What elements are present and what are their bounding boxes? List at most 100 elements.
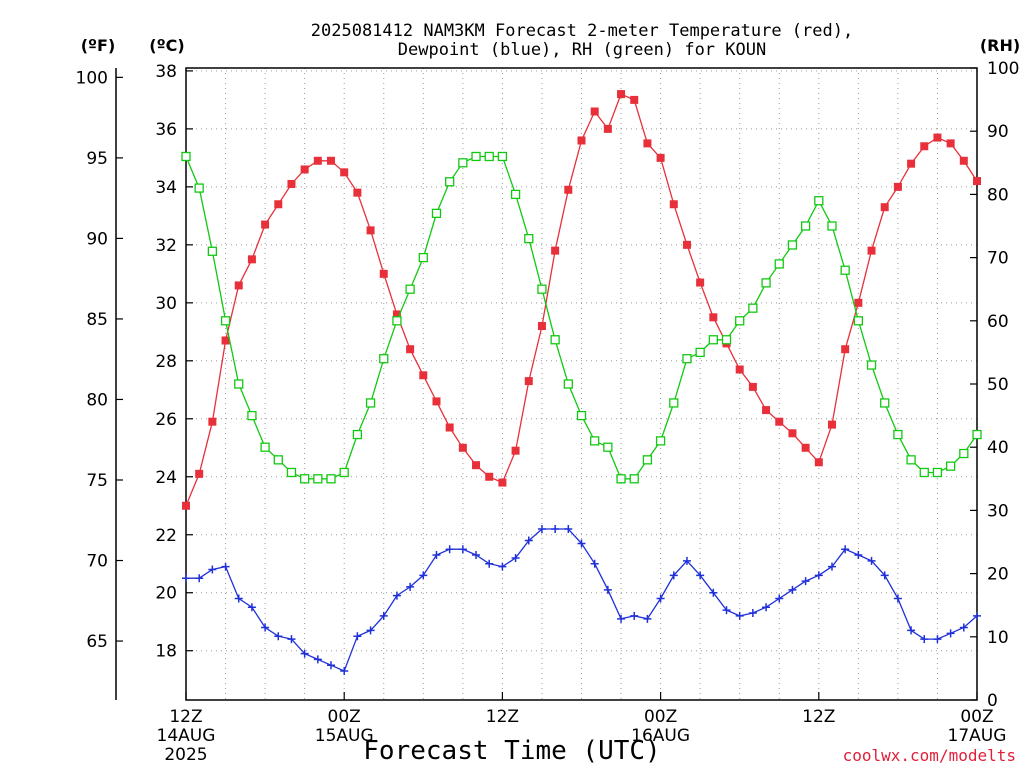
data-point-dewpoint [379, 611, 388, 620]
data-point-dewpoint [182, 574, 190, 583]
data-point-dewpoint [511, 553, 520, 562]
fahrenheit-tick-label: 85 [86, 310, 108, 330]
data-point-dewpoint [485, 559, 494, 568]
data-point-temperature [867, 246, 876, 255]
data-point-rh [392, 316, 402, 326]
data-point-temperature [801, 443, 810, 452]
data-point-dewpoint [933, 635, 942, 644]
data-point-dewpoint [946, 629, 955, 638]
series-layer [181, 90, 982, 676]
data-point-rh [959, 448, 969, 459]
data-point-rh [550, 335, 560, 345]
data-point-dewpoint [247, 603, 256, 612]
data-point-dewpoint [313, 655, 322, 664]
data-point-rh [721, 335, 732, 345]
data-point-rh [418, 252, 428, 263]
data-point-dewpoint [920, 635, 929, 644]
data-point-temperature [669, 200, 678, 209]
data-point-rh [827, 221, 837, 231]
data-point-rh [814, 196, 824, 206]
data-point-rh [313, 474, 323, 484]
data-point-dewpoint [590, 559, 599, 568]
x-tick-label: 00Z [644, 707, 677, 727]
data-point-temperature [696, 278, 705, 287]
data-point-rh [655, 436, 666, 446]
data-point-temperature [432, 397, 441, 406]
data-point-rh [365, 398, 376, 408]
rh-tick-label: 70 [987, 249, 1009, 269]
data-point-dewpoint [419, 571, 428, 580]
data-point-rh [945, 461, 956, 471]
data-point-rh [458, 158, 468, 168]
data-point-temperature [208, 417, 217, 426]
data-point-dewpoint [801, 577, 810, 586]
data-point-rh [787, 240, 798, 250]
data-point-dewpoint [340, 667, 349, 676]
data-point-rh [603, 442, 613, 452]
series-temperature [182, 90, 981, 510]
data-point-dewpoint [406, 582, 415, 591]
data-point-temperature [458, 443, 467, 452]
unit-fahrenheit: (ºF) [81, 36, 116, 55]
data-point-dewpoint [814, 571, 823, 580]
data-point-dewpoint [959, 623, 968, 632]
data-point-dewpoint [603, 585, 612, 594]
data-point-rh [181, 151, 191, 162]
data-point-dewpoint [775, 594, 784, 603]
rh-tick-label: 60 [987, 312, 1009, 332]
celsius-tick-label: 24 [155, 468, 177, 488]
data-point-temperature [485, 472, 494, 481]
data-point-rh [761, 278, 771, 288]
data-point-temperature [300, 165, 309, 174]
data-point-temperature [788, 429, 797, 438]
data-point-rh [893, 429, 903, 440]
data-point-rh [840, 265, 850, 275]
data-point-dewpoint [524, 536, 533, 545]
data-point-rh [972, 429, 982, 440]
data-point-dewpoint [327, 661, 336, 670]
data-point-dewpoint [445, 545, 454, 554]
data-point-rh [735, 316, 745, 326]
data-point-rh [906, 455, 916, 465]
data-point-temperature [261, 220, 270, 229]
data-point-temperature [590, 107, 599, 116]
data-point-rh [800, 221, 811, 231]
data-point-temperature [959, 156, 968, 165]
data-point-temperature [748, 382, 757, 391]
data-point-temperature [511, 446, 520, 455]
data-point-dewpoint [893, 594, 902, 603]
data-point-dewpoint [432, 551, 441, 560]
unit-celsius: (ºC) [149, 36, 184, 55]
data-point-rh [379, 354, 389, 364]
data-point-temperature [564, 185, 573, 194]
data-point-rh [220, 316, 231, 326]
data-point-dewpoint [498, 562, 507, 571]
data-point-rh [484, 151, 494, 162]
data-point-dewpoint [472, 551, 481, 560]
data-point-temperature [775, 417, 784, 426]
rh-tick-label: 10 [987, 628, 1009, 648]
data-point-rh [563, 379, 573, 389]
rh-tick-label: 40 [987, 438, 1009, 458]
data-point-temperature [643, 139, 652, 148]
data-point-temperature [340, 168, 349, 177]
data-point-temperature [827, 420, 836, 429]
series-dewpoint [182, 524, 981, 676]
data-point-rh [405, 284, 415, 294]
data-point-rh [497, 151, 508, 162]
data-point-temperature [524, 377, 533, 386]
data-point-temperature [353, 188, 362, 197]
fahrenheit-tick-label: 65 [86, 632, 108, 652]
data-point-rh [194, 183, 204, 193]
data-point-rh [748, 303, 758, 313]
celsius-tick-label: 22 [155, 526, 177, 546]
data-point-temperature [366, 226, 375, 235]
data-point-dewpoint [551, 524, 560, 533]
axes: 6570758085909510018202224262830323436380… [76, 59, 1020, 765]
data-point-dewpoint [195, 574, 204, 583]
x-tick-label: 15AUG [315, 726, 374, 746]
data-point-dewpoint [748, 609, 757, 618]
data-point-rh [260, 442, 270, 452]
data-point-rh [669, 398, 679, 408]
data-point-dewpoint [300, 649, 309, 658]
